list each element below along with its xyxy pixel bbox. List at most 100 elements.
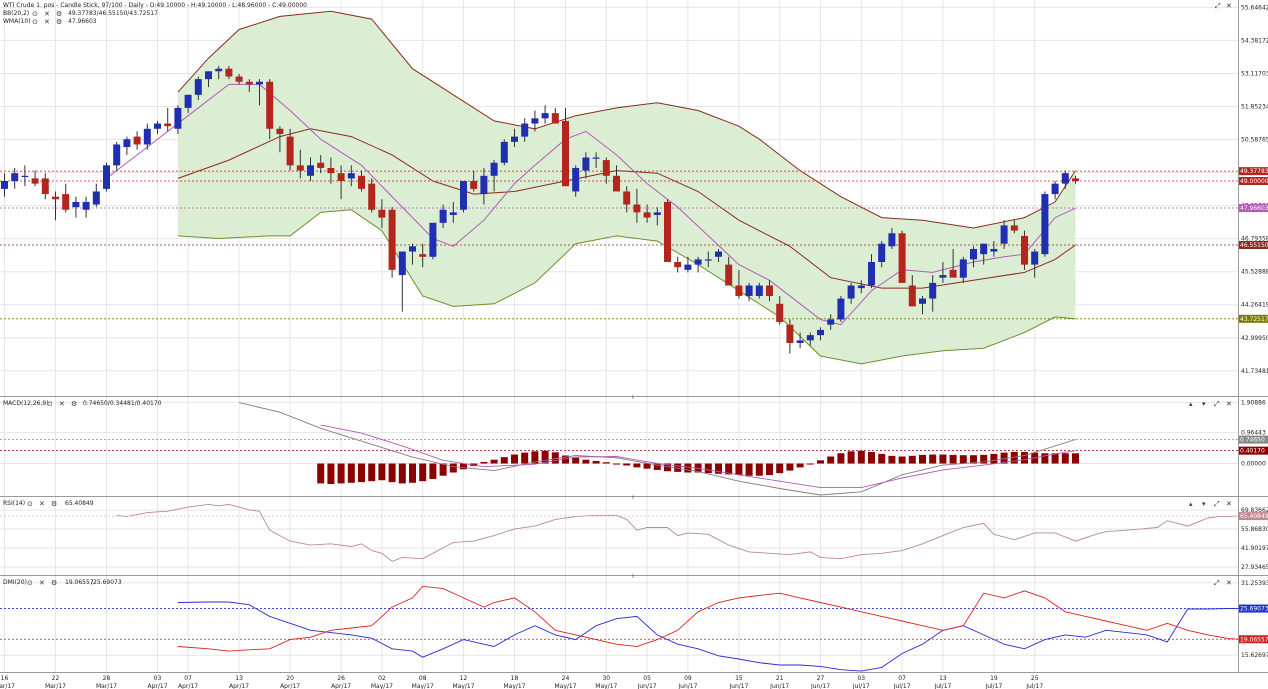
- candle: [857, 280, 865, 294]
- candle: [154, 120, 161, 134]
- macd-histogram-bar: [837, 453, 845, 464]
- x-tick-month: May/17: [452, 683, 474, 689]
- candle-body: [92, 191, 100, 205]
- gear-icon[interactable]: ⚙: [71, 400, 77, 408]
- gear-icon[interactable]: ⚙: [51, 500, 57, 508]
- candle-body: [847, 285, 855, 299]
- macd-histogram-bar: [429, 463, 437, 479]
- close-icon[interactable]: ✕: [39, 579, 45, 587]
- expand-icon[interactable]: ⤢: [1214, 579, 1220, 587]
- x-tick-day: 21: [776, 675, 784, 682]
- close-icon[interactable]: ✕: [1226, 579, 1232, 587]
- price-tag: [1239, 204, 1268, 213]
- candle-body: [266, 81, 274, 129]
- gear-icon[interactable]: ⚙: [56, 18, 62, 26]
- x-tick-month: Jun/17: [637, 683, 657, 689]
- bb-values: 49.37783/46.55150/43.72517: [68, 10, 158, 17]
- candle-body: [133, 136, 141, 145]
- candle-body: [674, 262, 682, 268]
- candle: [562, 107, 569, 187]
- candle-body: [317, 162, 325, 168]
- gear-icon[interactable]: ⚙: [56, 10, 62, 18]
- visibility-icon[interactable]: ⊙: [32, 10, 38, 18]
- price-tag-label: 47.96603: [1240, 205, 1268, 212]
- resize-handle: ⁞: [632, 573, 634, 580]
- macd-histogram-bar: [980, 454, 988, 464]
- rsi-panel[interactable]: [0, 503, 1268, 562]
- candle-body: [725, 264, 733, 286]
- close-icon[interactable]: ✕: [1226, 2, 1232, 10]
- candle-body: [1, 181, 8, 189]
- close-icon[interactable]: ✕: [39, 500, 45, 508]
- macd-histogram-bar: [511, 454, 518, 464]
- candle: [623, 186, 631, 213]
- candle: [929, 275, 937, 312]
- candle: [755, 282, 763, 299]
- macd-histogram-bar: [908, 455, 916, 464]
- x-tick-month: Apr/17: [331, 683, 351, 689]
- macd-histogram-bar: [551, 452, 559, 464]
- close-icon[interactable]: ✕: [59, 400, 65, 408]
- price-panel[interactable]: [0, 10, 1238, 365]
- dmi-panel[interactable]: [0, 585, 1239, 672]
- candle: [827, 314, 835, 330]
- visibility-icon[interactable]: ⊙: [47, 400, 53, 408]
- x-tick-month: Apr/17: [178, 683, 198, 689]
- macd-histogram-bar: [817, 460, 824, 464]
- expand-icon[interactable]: ⤢: [1214, 400, 1220, 408]
- up-icon[interactable]: ▴: [1189, 500, 1193, 508]
- candle-body: [939, 275, 947, 278]
- candle: [296, 149, 304, 179]
- candle: [592, 152, 600, 168]
- candle-body: [1010, 225, 1018, 231]
- macd-tag: [1239, 446, 1268, 455]
- close-icon[interactable]: ✕: [1226, 500, 1232, 508]
- candle-body: [1041, 194, 1049, 255]
- price-tag-label: 49.37783: [1240, 168, 1268, 175]
- candle-body: [878, 243, 886, 262]
- x-tick-day: 09: [684, 675, 692, 682]
- candle-body: [664, 201, 671, 262]
- close-icon[interactable]: ✕: [1226, 400, 1232, 408]
- macd-histogram-bar: [347, 463, 355, 483]
- wma-value: 47.96603: [68, 18, 97, 25]
- close-icon[interactable]: ✕: [44, 18, 50, 26]
- candle: [184, 94, 192, 114]
- macd-panel[interactable]: [0, 402, 1238, 496]
- dmi-tag-label: 25.69073: [1240, 606, 1268, 613]
- rsi-tag-label: 65.40849: [1240, 513, 1268, 520]
- price-tag: [1239, 177, 1268, 186]
- expand-icon[interactable]: ⤢: [1215, 2, 1221, 10]
- x-tick-day: 24: [562, 675, 570, 682]
- up-icon[interactable]: ▴: [1189, 400, 1193, 408]
- x-tick-day: 15: [735, 675, 743, 682]
- gear-icon[interactable]: ⚙: [51, 579, 57, 587]
- candle: [92, 183, 100, 208]
- x-tick-day: 05: [643, 675, 651, 682]
- visibility-icon[interactable]: ⊙: [27, 500, 33, 508]
- candle: [205, 71, 212, 87]
- candle-body: [113, 144, 121, 166]
- x-tick-day: 13: [235, 675, 243, 682]
- down-icon[interactable]: ▾: [1202, 500, 1206, 508]
- macd-histogram-bar: [959, 455, 967, 464]
- visibility-icon[interactable]: ⊙: [32, 18, 38, 26]
- candle-body: [225, 68, 233, 77]
- macd-tag-label: 0.40170: [1240, 448, 1265, 455]
- visibility-icon[interactable]: ⊙: [27, 579, 33, 587]
- macd-histogram-bar: [419, 463, 427, 482]
- candle-body: [449, 212, 457, 215]
- candle: [439, 204, 447, 229]
- candle: [398, 251, 406, 312]
- candle-body: [307, 165, 314, 176]
- down-icon[interactable]: ▾: [1202, 400, 1206, 408]
- candle-body: [796, 340, 804, 343]
- candle: [633, 188, 641, 223]
- macd-line: [238, 402, 1076, 496]
- expand-icon[interactable]: ⤢: [1214, 500, 1220, 508]
- y-tick-label: 69.83662: [1241, 507, 1268, 514]
- candle: [541, 105, 549, 124]
- x-tick-month: Jun/17: [810, 683, 830, 689]
- close-icon[interactable]: ✕: [44, 10, 50, 18]
- candle-body: [41, 178, 49, 195]
